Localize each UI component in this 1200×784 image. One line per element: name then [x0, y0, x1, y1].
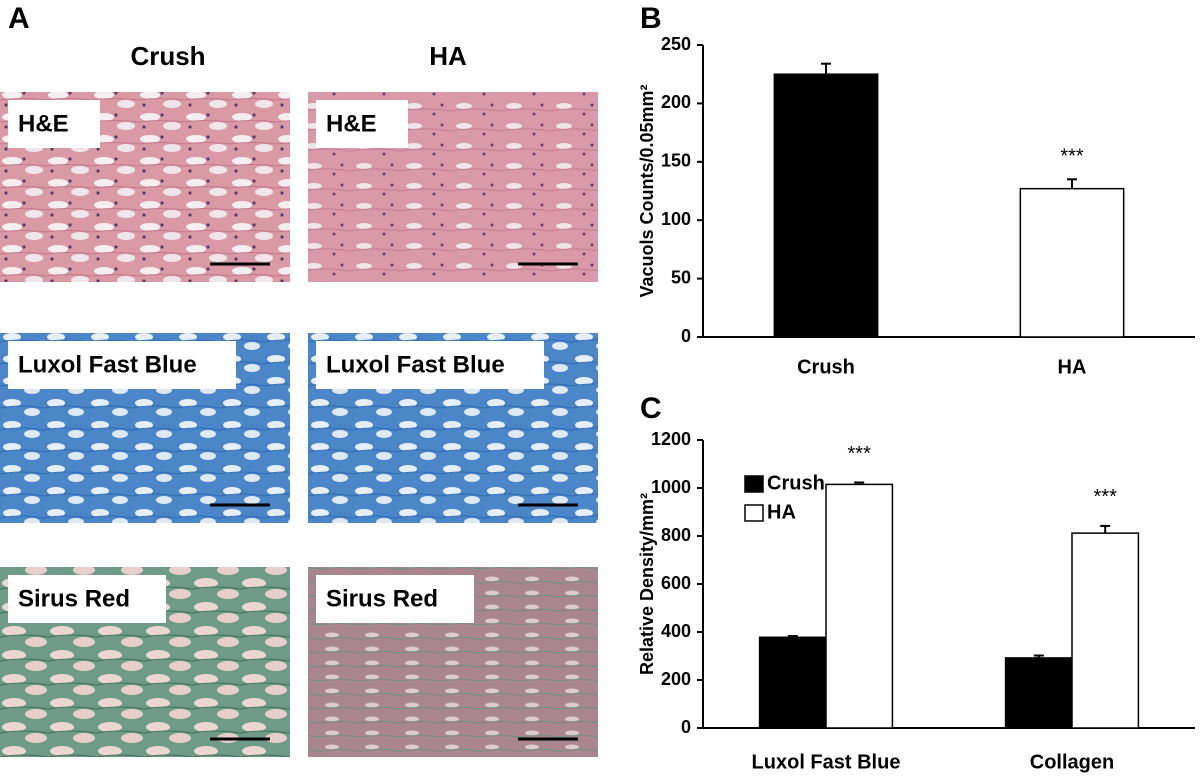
y-tick-label: 0 [681, 326, 691, 346]
x-tick-label: Collagen [1030, 751, 1114, 773]
bar [1019, 187, 1125, 338]
bar [758, 636, 827, 729]
y-tick-label: 400 [661, 621, 691, 641]
y-tick-label: 150 [661, 151, 691, 171]
y-tick-label: 250 [661, 34, 691, 54]
y-tick-label: 1000 [651, 477, 691, 497]
panel-label: A [8, 2, 30, 35]
legend-swatch [744, 504, 764, 522]
significance: *** [848, 443, 872, 465]
y-tick-label: 0 [681, 717, 691, 737]
bar [1004, 657, 1073, 729]
column-title: Crush [130, 41, 205, 71]
y-tick-label: 200 [661, 669, 691, 689]
panel-label: B [640, 2, 662, 35]
x-tick-label: Crush [797, 356, 855, 378]
y-tick-label: 600 [661, 573, 691, 593]
bar [1071, 532, 1140, 729]
y-tick-label: 800 [661, 525, 691, 545]
stain-label-box [8, 341, 236, 389]
y-axis-label: Vacuols Counts/0.05mm² [637, 84, 657, 297]
stain-label: H&E [326, 110, 377, 137]
y-axis-label: Relative Density/mm² [637, 493, 657, 675]
y-tick-label: 1200 [651, 429, 691, 449]
x-tick-label: Luxol Fast Blue [752, 751, 901, 773]
y-tick-label: 100 [661, 209, 691, 229]
stain-label-box [316, 100, 408, 148]
significance: *** [1094, 486, 1118, 508]
stain-label-box [8, 100, 100, 148]
legend-label: Crush [767, 472, 825, 494]
stain-label-box [8, 575, 166, 623]
panel-label: C [640, 392, 662, 425]
stain-label: H&E [18, 110, 69, 137]
legend-label: HA [767, 501, 796, 523]
stain-label: Luxol Fast Blue [326, 351, 505, 378]
stain-label-box [316, 341, 544, 389]
stain-label: Sirus Red [18, 585, 130, 612]
x-tick-label: HA [1058, 356, 1087, 378]
y-tick-label: 200 [661, 92, 691, 112]
charts: B Vacuols Counts/0.05mm² 0 50 100 150 200 250 Cr… [637, 2, 1195, 773]
bar [773, 73, 879, 338]
stain-label: Luxol Fast Blue [18, 351, 197, 378]
column-title: HA [429, 41, 467, 71]
y-tick-label: 50 [671, 267, 691, 287]
legend-swatch [744, 475, 764, 493]
panel-a: A Crush H&E Luxol Fast Blue Sirus Red HA H&E Lu… [0, 2, 598, 757]
stain-label: Sirus Red [326, 585, 438, 612]
significance: *** [1060, 146, 1084, 168]
stain-label-box [316, 575, 474, 623]
bar [825, 483, 894, 729]
